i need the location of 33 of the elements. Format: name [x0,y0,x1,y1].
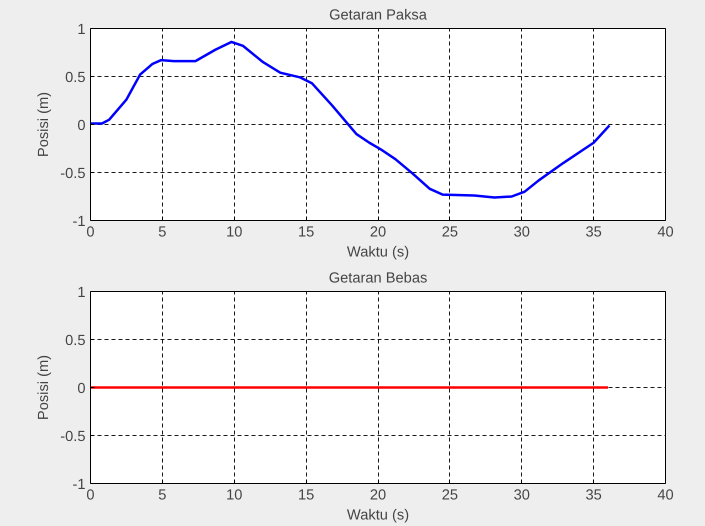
chart-title: Getaran Bebas [328,270,428,286]
y-axis-title: Posisi (m) [36,92,52,158]
x-tick-label: 35 [585,224,602,240]
y-tick-label: 0.5 [65,333,86,349]
x-tick-label: 30 [514,488,530,504]
y-tick-label: 0.5 [65,70,86,86]
x-tick-label: 40 [657,224,674,240]
y-tick-label: -1 [72,477,86,493]
x-tick-label: 30 [514,224,530,240]
y-tick-label: -0.5 [60,429,86,445]
x-tick-label: 15 [298,224,314,240]
x-tick-label: 40 [657,488,674,504]
x-tick-label: 5 [158,488,166,504]
x-tick-label: 20 [370,488,386,504]
y-tick-label: 0 [77,118,86,134]
y-tick-label: -0.5 [60,166,86,182]
y-tick-label: 0 [77,381,86,397]
line-series [90,40,611,199]
y-axis-title: Posisi (m) [36,354,52,420]
x-tick-label: 10 [226,224,242,240]
y-tick-label: 1 [77,22,86,38]
x-tick-label: 25 [442,224,458,240]
chart-title: Getaran Paksa [329,8,428,24]
x-tick-label: 15 [298,488,314,504]
x-tick-label: 10 [226,488,242,504]
x-axis-title: Waktu (s) [346,244,410,260]
y-tick-label: 1 [77,285,86,301]
x-tick-label: 5 [158,224,166,240]
x-tick-label: 20 [370,224,386,240]
x-tick-label: 25 [442,488,458,504]
y-tick-label: -1 [72,214,86,230]
x-axis-title: Waktu (s) [346,508,410,524]
x-tick-label: 35 [585,488,602,504]
